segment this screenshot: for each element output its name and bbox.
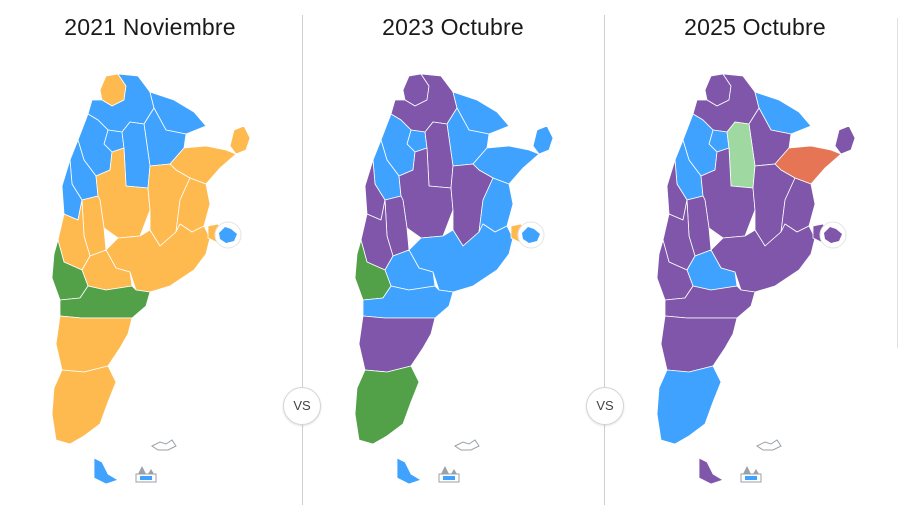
province-santacruz (354, 365, 420, 445)
map-panel-2025: 2025 Octubre (605, 0, 900, 505)
small-islands-icon (454, 439, 480, 451)
map-title: 2023 Octubre (382, 14, 524, 40)
vs-badge: VS (586, 387, 624, 425)
province-tierradelfuego (698, 457, 724, 485)
province-chubut (358, 315, 436, 373)
argentina-map (51, 73, 251, 485)
province-misiones (229, 125, 251, 155)
antarctica-icon (740, 466, 762, 483)
small-islands-icon (151, 439, 177, 451)
province-buenosaires (105, 223, 211, 293)
province-buenosaires (710, 223, 816, 293)
argentina-map (656, 73, 856, 485)
province-buenosaires (408, 223, 514, 293)
argentina-map (354, 73, 554, 485)
province-chubut (55, 315, 133, 373)
small-islands-icon (756, 439, 782, 451)
map-panel-2023: 2023 Octubre (303, 0, 603, 505)
province-santacruz (51, 365, 117, 445)
province-tierradelfuego (93, 457, 119, 485)
scroll-edge (897, 18, 898, 348)
map-title: 2025 Octubre (684, 14, 826, 40)
antarctica-icon (438, 466, 460, 483)
province-malvinas (522, 227, 540, 243)
antarctica-icon (135, 466, 157, 483)
province-misiones (834, 125, 856, 155)
panel-divider (302, 15, 303, 505)
map-title: 2021 Noviembre (64, 14, 236, 40)
province-malvinas (219, 227, 237, 243)
province-tierradelfuego (396, 457, 422, 485)
province-chubut (660, 315, 738, 373)
province-santacruz (656, 365, 722, 445)
province-malvinas (824, 227, 842, 243)
panel-divider (604, 15, 605, 505)
province-misiones (532, 125, 554, 155)
map-panel-2021: 2021 Noviembre (0, 0, 300, 505)
vs-badge: VS (283, 387, 321, 425)
